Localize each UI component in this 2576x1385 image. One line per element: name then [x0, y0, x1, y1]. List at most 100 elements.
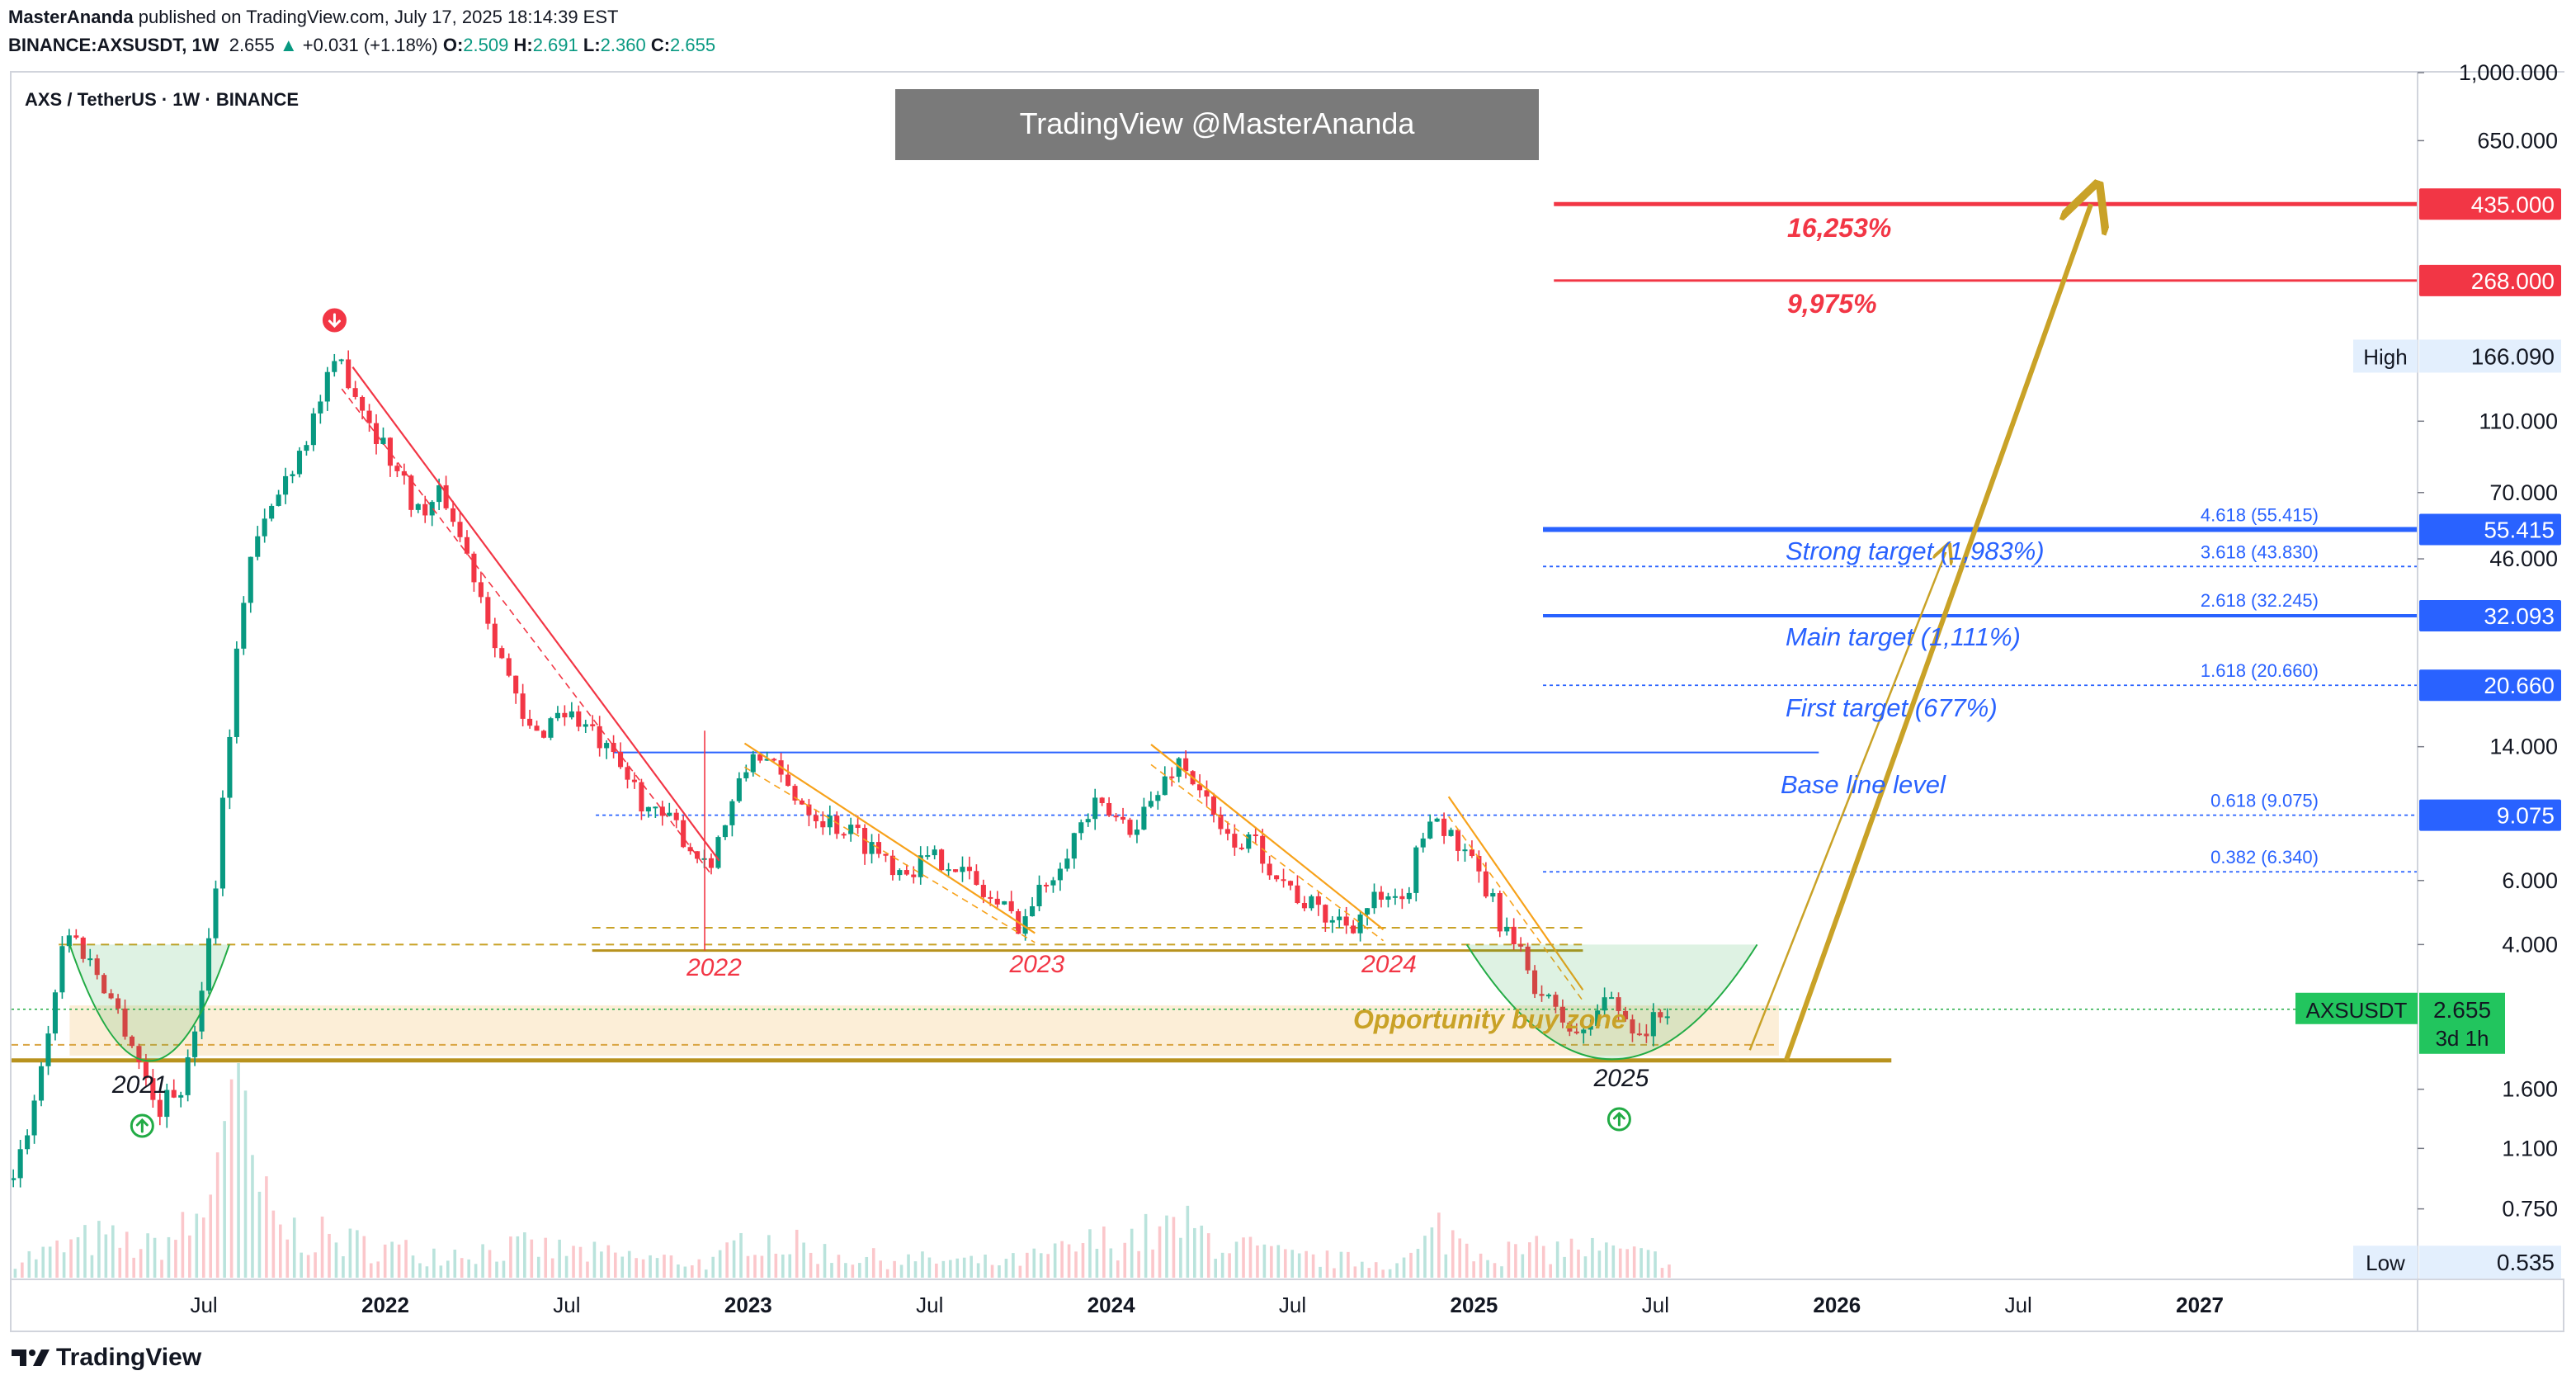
- low-value: 2.360: [600, 35, 646, 55]
- high-tag: [2353, 339, 2418, 373]
- candle-body: [205, 938, 212, 991]
- low-value-label: 0.535: [2497, 1250, 2555, 1275]
- candle-body: [304, 445, 309, 451]
- candle-body: [925, 855, 931, 858]
- volume-bar: [13, 1269, 17, 1278]
- fib-level-label: 1.618 (20.660): [2201, 660, 2319, 681]
- volume-bar: [1109, 1248, 1113, 1278]
- volume-bar: [746, 1255, 750, 1278]
- candle-body: [625, 767, 630, 780]
- volume-bar: [1639, 1248, 1643, 1278]
- volume-bar: [1311, 1254, 1315, 1278]
- volume-bar: [223, 1121, 226, 1278]
- candle-body: [764, 759, 770, 761]
- candle-body: [750, 754, 756, 773]
- downtrend-dashed-line-2025: [1448, 815, 1584, 1002]
- candle-body: [520, 693, 526, 719]
- volume-bar: [1290, 1250, 1295, 1278]
- volume-bar: [467, 1259, 470, 1278]
- volume-bar: [453, 1250, 457, 1278]
- volume-bar: [976, 1263, 980, 1278]
- candle-body: [827, 815, 833, 828]
- candle-body: [429, 502, 435, 516]
- volume-bar: [1130, 1228, 1134, 1278]
- price-tick-label: 1,000.000: [2459, 60, 2558, 85]
- volume-bar: [809, 1252, 813, 1278]
- open-value: 2.509: [463, 35, 509, 55]
- candle-body: [1224, 829, 1230, 834]
- downtrend-line-2022: [351, 366, 720, 862]
- candle-body: [73, 935, 79, 938]
- volume-bar: [1214, 1259, 1217, 1278]
- candle-body: [1630, 1019, 1635, 1034]
- volume-bar: [1646, 1250, 1650, 1278]
- volume-bar: [314, 1252, 317, 1278]
- volume-bar: [816, 1264, 819, 1278]
- candle-body: [960, 867, 965, 872]
- candle-body: [1329, 919, 1335, 923]
- candle-body: [1008, 900, 1014, 911]
- candle-body: [1469, 849, 1474, 857]
- volume-bar: [837, 1255, 841, 1278]
- projection-arrow-large: [1783, 204, 2091, 1061]
- volume-bar: [90, 1255, 94, 1278]
- volume-bar: [1333, 1268, 1336, 1278]
- buy-signal-marker-2021: [130, 1113, 154, 1138]
- candle-body: [1127, 820, 1133, 835]
- time-tick-label: Jul: [553, 1293, 580, 1317]
- candle-body: [918, 855, 923, 877]
- volume-bar: [1228, 1253, 1231, 1278]
- candle-body: [457, 522, 463, 537]
- price-badge: [2419, 599, 2561, 631]
- volume-bar: [265, 1176, 268, 1278]
- tradingview-logo[interactable]: TradingView: [12, 1344, 201, 1372]
- volume-bar: [1158, 1226, 1162, 1278]
- candle-body: [178, 1094, 184, 1098]
- candle-body: [1274, 875, 1280, 880]
- volume-bar: [1632, 1246, 1636, 1278]
- opportunity-zone: [69, 1005, 1779, 1056]
- candle-body: [1092, 797, 1098, 820]
- volume-bar: [774, 1253, 778, 1278]
- candle-body: [269, 505, 275, 519]
- downtrend-line-2024: [1150, 744, 1385, 930]
- candle-body: [785, 774, 791, 787]
- volume-bar: [564, 1255, 569, 1278]
- volume-bar: [1451, 1230, 1455, 1278]
- volume-bar: [376, 1261, 380, 1278]
- volume-bar: [802, 1242, 805, 1278]
- candle-body: [1448, 830, 1454, 836]
- volume-bar: [139, 1249, 143, 1278]
- volume-bar: [851, 1264, 855, 1278]
- volume-bar: [320, 1216, 324, 1278]
- volume-bar: [1625, 1249, 1630, 1278]
- volume-bar: [62, 1252, 66, 1278]
- downtrend-line-2025: [1447, 796, 1584, 991]
- volume-bar: [153, 1237, 157, 1278]
- candle-body: [932, 849, 937, 856]
- candle-body: [1658, 1012, 1663, 1018]
- candle-body: [1050, 880, 1056, 886]
- candle-body: [548, 718, 554, 738]
- candle-body: [715, 837, 721, 868]
- fib-level-label: 0.618 (9.075): [2210, 791, 2319, 811]
- publisher-name[interactable]: MasterAnanda: [8, 7, 134, 27]
- volume-bar: [411, 1255, 415, 1278]
- candle-body: [422, 503, 428, 516]
- price-badge-label: 32.093: [2484, 603, 2555, 629]
- candle-body: [1595, 1010, 1601, 1027]
- volume-bar: [257, 1191, 262, 1278]
- candle-body: [576, 711, 582, 727]
- candle-body: [687, 847, 693, 852]
- volume-bar: [481, 1244, 484, 1278]
- volume-bar: [879, 1260, 882, 1278]
- volume-bar: [251, 1155, 254, 1278]
- volume-bar: [1597, 1250, 1602, 1278]
- time-tick-label: 2025: [1451, 1293, 1498, 1317]
- price-tick-label: 110.000: [2479, 409, 2558, 433]
- candle-body: [534, 726, 540, 731]
- volume-bar: [1074, 1251, 1078, 1278]
- volume-bar: [962, 1257, 966, 1278]
- volume-bar: [1353, 1266, 1357, 1278]
